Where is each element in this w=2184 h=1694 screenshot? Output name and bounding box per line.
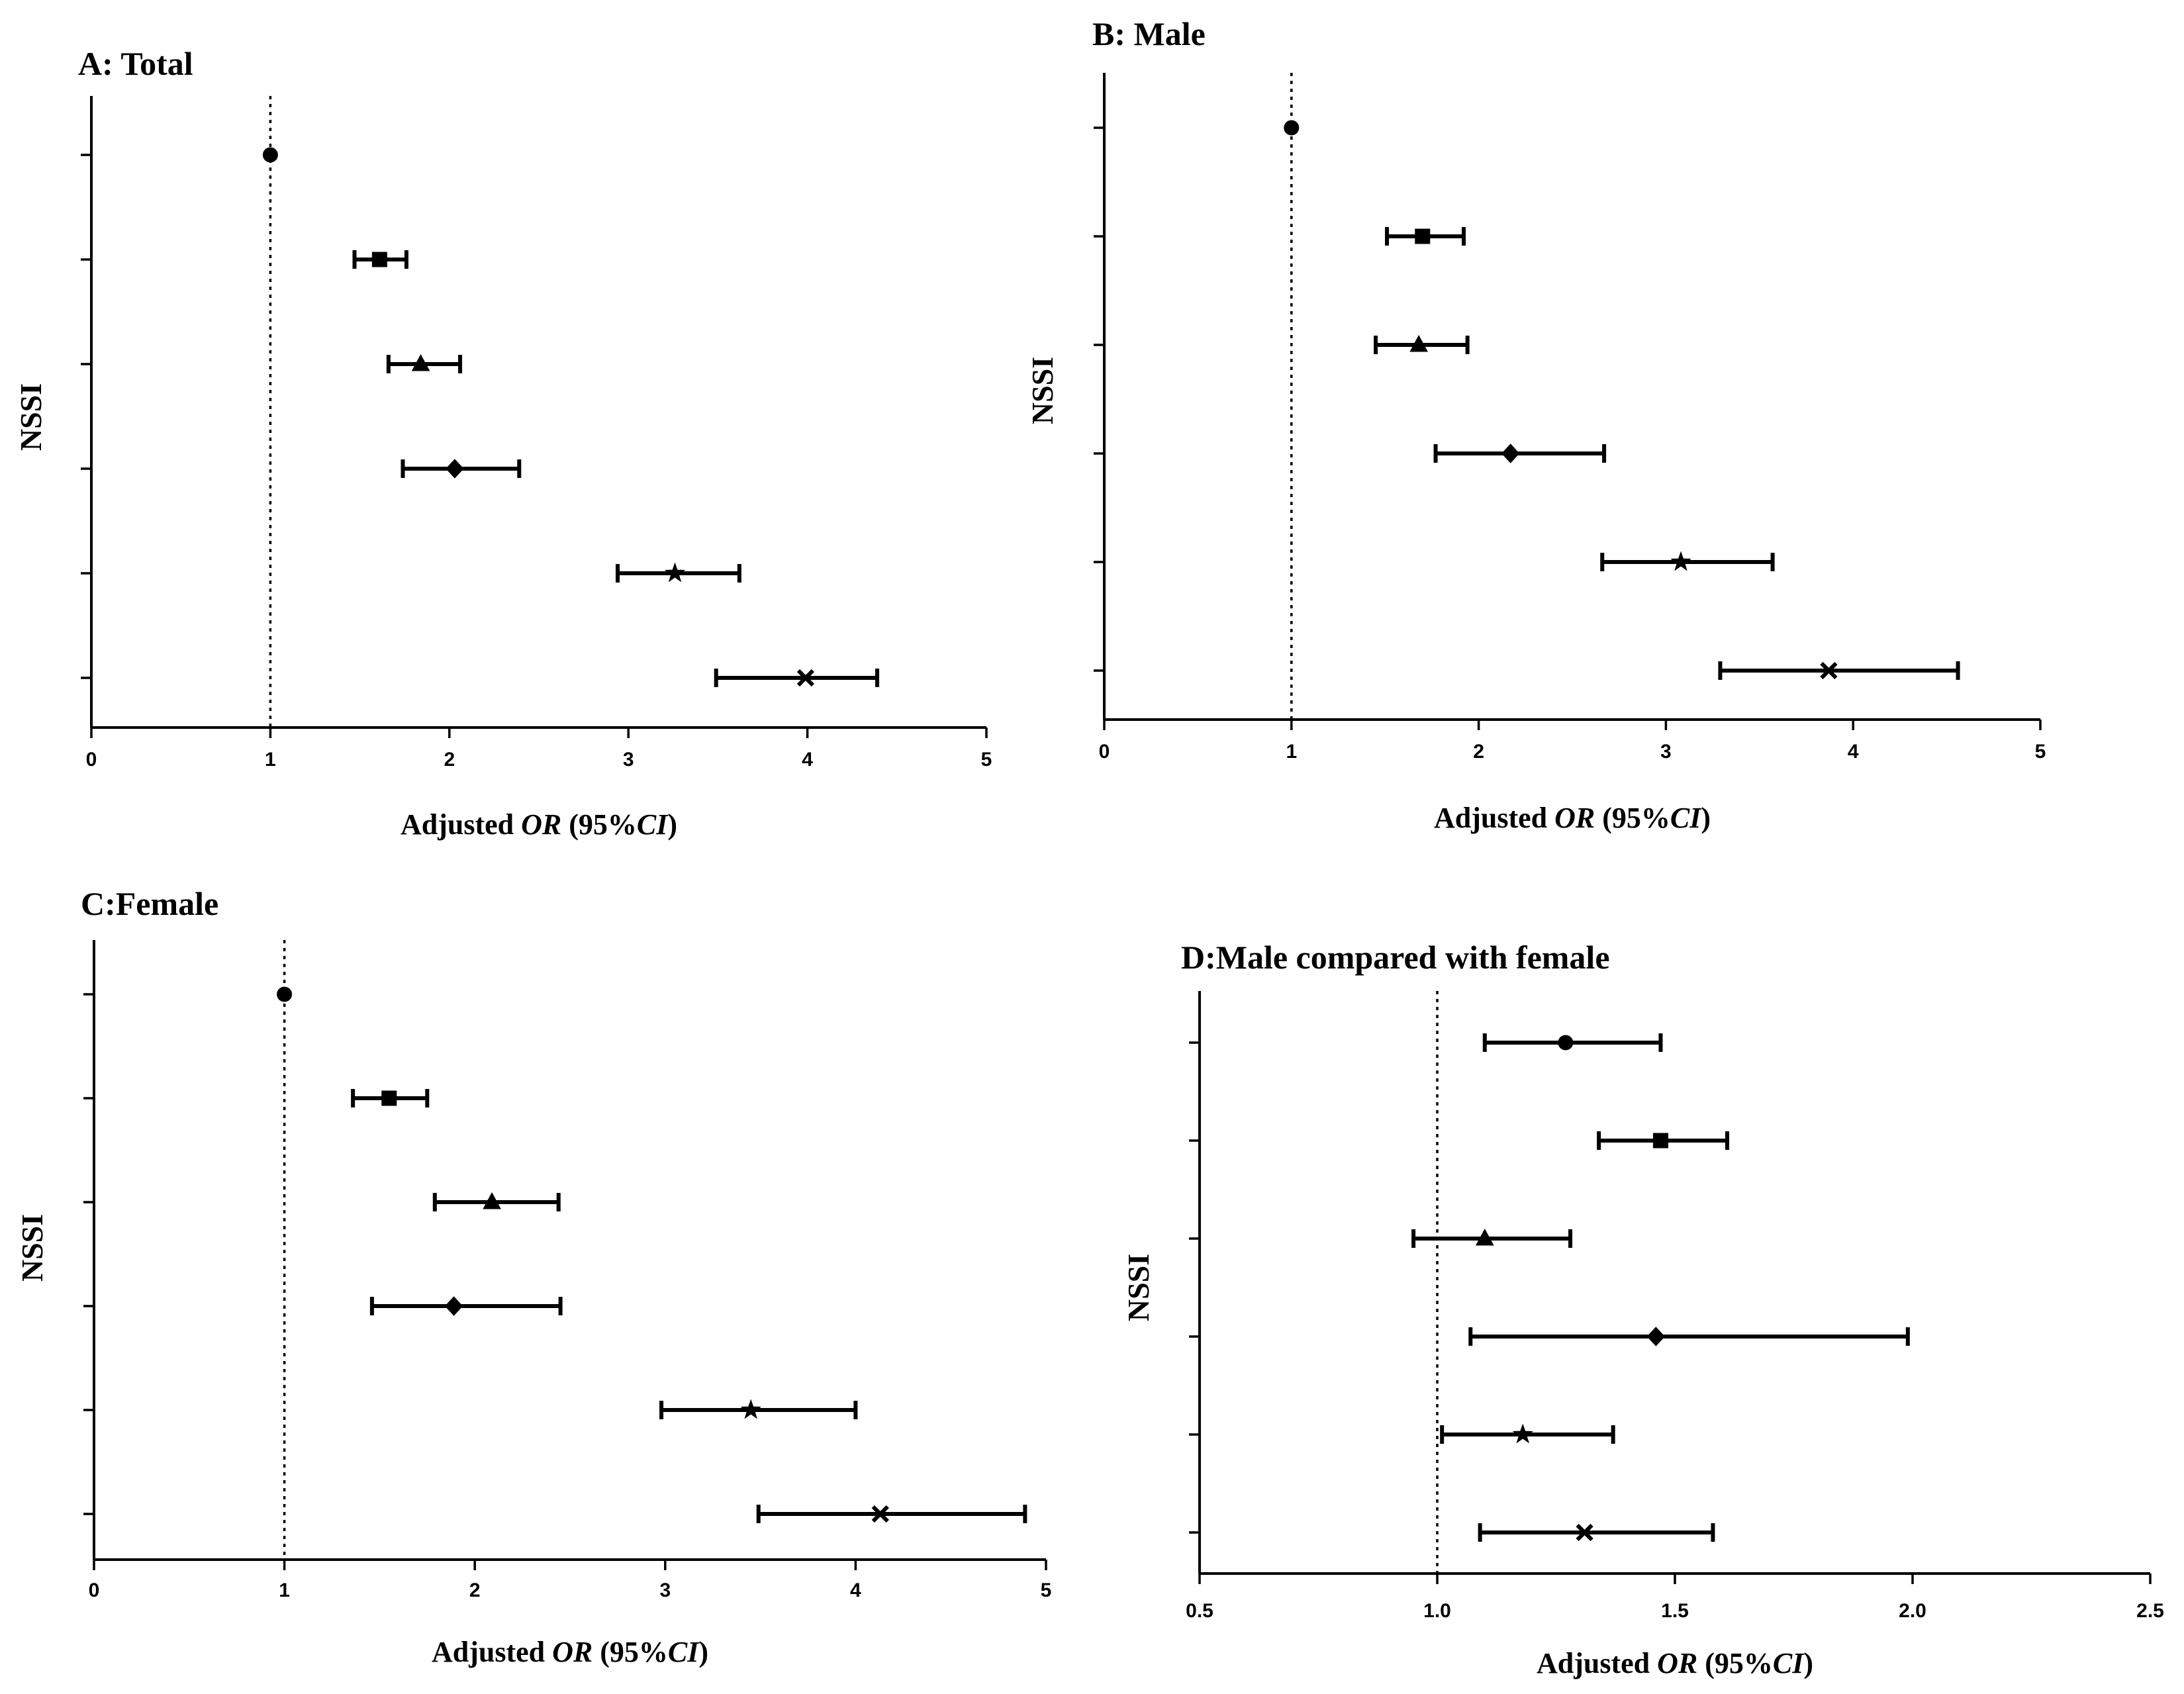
point-estimate-triangle: [411, 353, 430, 371]
point-estimate-circle: [277, 986, 293, 1002]
x-axis-label: Adjusted OR (95%CI): [1434, 802, 1711, 834]
x-axis-label-part: (95%: [593, 1636, 668, 1668]
x-axis-label-part: ): [1803, 1647, 1813, 1679]
x-tick-label: 2: [444, 749, 455, 771]
y-axis-label: NSSI: [1121, 1254, 1155, 1321]
x-tick-label: 4: [1848, 741, 1859, 763]
x-tick-label: 0: [1099, 741, 1110, 763]
point-estimate-diamond: [444, 1296, 463, 1316]
x-tick-label: 0.5: [1186, 1600, 1213, 1622]
x-tick-label: 3: [623, 749, 634, 771]
x-tick-label: 1.5: [1661, 1600, 1689, 1622]
point-estimate-square: [371, 252, 387, 267]
x-axis-label-part: CI: [668, 1636, 700, 1668]
x-axis-label-part: (95%: [561, 808, 637, 841]
x-axis-label-part: CI: [637, 808, 669, 841]
x-axis-label-part: (95%: [1697, 1647, 1773, 1679]
x-tick-label: 2.5: [2136, 1600, 2164, 1622]
x-tick-label: 1.0: [1423, 1600, 1451, 1622]
point-estimate-triangle: [1475, 1228, 1494, 1246]
panel-d: D:Male compared with female NSSI 0.5 1.0 1.5…: [1121, 939, 2164, 1679]
point-estimate-diamond: [1646, 1327, 1665, 1346]
x-axis-label: Adjusted OR (95%CI): [401, 808, 677, 841]
point-estimate-square: [1415, 228, 1431, 244]
x-tick-label: 2: [1473, 741, 1484, 763]
x-axis-label: Adjusted OR (95%CI): [432, 1636, 708, 1668]
x-tick-label: 4: [802, 749, 813, 771]
panel-b: B: Male NSSI 0 1 2 3 4 5 Adjusted OR (95%CI): [1025, 15, 2046, 834]
x-tick-label: 4: [850, 1579, 861, 1601]
x-axis-label-part: Adjusted: [432, 1636, 552, 1668]
point-estimate-x: [1820, 661, 1838, 680]
point-estimate-triangle: [1409, 334, 1428, 352]
x-tick-label: 5: [981, 749, 992, 771]
y-axis-label: NSSI: [14, 383, 48, 451]
x-tick-label: 1: [279, 1579, 290, 1601]
panel-title: C:Female: [81, 885, 218, 922]
y-axis-label: NSSI: [1025, 357, 1059, 424]
point-estimate-circle: [1284, 120, 1300, 136]
point-estimate-star: [1670, 551, 1691, 571]
x-tick-label: 3: [1660, 741, 1672, 763]
x-axis-label-part: CI: [1670, 802, 1702, 834]
x-tick-label: 1: [1286, 741, 1297, 763]
x-axis-label-part: OR: [552, 1636, 593, 1668]
x-axis-label-part: OR: [521, 808, 561, 841]
panel-c: C:Female NSSI 0 1 2 3 4 5 Adjusted OR (95%CI): [15, 885, 1051, 1668]
panel-title: D:Male compared with female: [1181, 939, 1610, 976]
x-axis-label-part: OR: [1657, 1647, 1697, 1679]
x-axis-label-part: OR: [1554, 802, 1595, 834]
x-axis-label-part: ): [667, 808, 677, 841]
x-tick-label: 2.0: [1899, 1600, 1926, 1622]
x-tick-label: 0: [86, 749, 97, 771]
point-estimate-star: [1512, 1423, 1533, 1444]
point-estimate-square: [1652, 1133, 1668, 1149]
panel-title: B: Male: [1092, 15, 1206, 52]
panel-title: A: Total: [78, 45, 193, 82]
x-tick-label: 3: [659, 1579, 671, 1601]
point-estimate-x: [871, 1505, 889, 1523]
point-estimate-diamond: [1501, 444, 1520, 463]
x-axis-label-part: Adjusted: [1434, 802, 1554, 834]
x-tick-label: 5: [2035, 741, 2046, 763]
x-axis-label-part: Adjusted: [401, 808, 521, 841]
panel-a: A: Total NSSI 0 1 2 3 4 5 Adjusted OR (95%CI): [14, 45, 992, 841]
x-tick-label: 1: [265, 749, 276, 771]
x-axis-label-part: Adjusted: [1537, 1647, 1657, 1679]
point-estimate-x: [1576, 1523, 1593, 1542]
x-tick-label: 0: [89, 1579, 100, 1601]
x-tick-label: 5: [1041, 1579, 1052, 1601]
point-estimate-circle: [1558, 1035, 1574, 1051]
point-estimate-star: [664, 562, 686, 583]
x-axis-label-part: CI: [1773, 1647, 1805, 1679]
point-estimate-circle: [262, 147, 278, 163]
x-axis-label-part: (95%: [1595, 802, 1670, 834]
point-estimate-triangle: [483, 1192, 501, 1209]
x-axis-label-part: ): [1701, 802, 1711, 834]
y-axis-label: NSSI: [15, 1214, 49, 1282]
point-estimate-star: [740, 1399, 761, 1419]
x-axis-label-part: ): [698, 1636, 708, 1668]
point-estimate-x: [796, 669, 815, 687]
x-tick-label: 2: [469, 1579, 481, 1601]
point-estimate-diamond: [446, 459, 464, 479]
point-estimate-square: [381, 1090, 397, 1106]
x-axis-label: Adjusted OR (95%CI): [1537, 1647, 1813, 1679]
